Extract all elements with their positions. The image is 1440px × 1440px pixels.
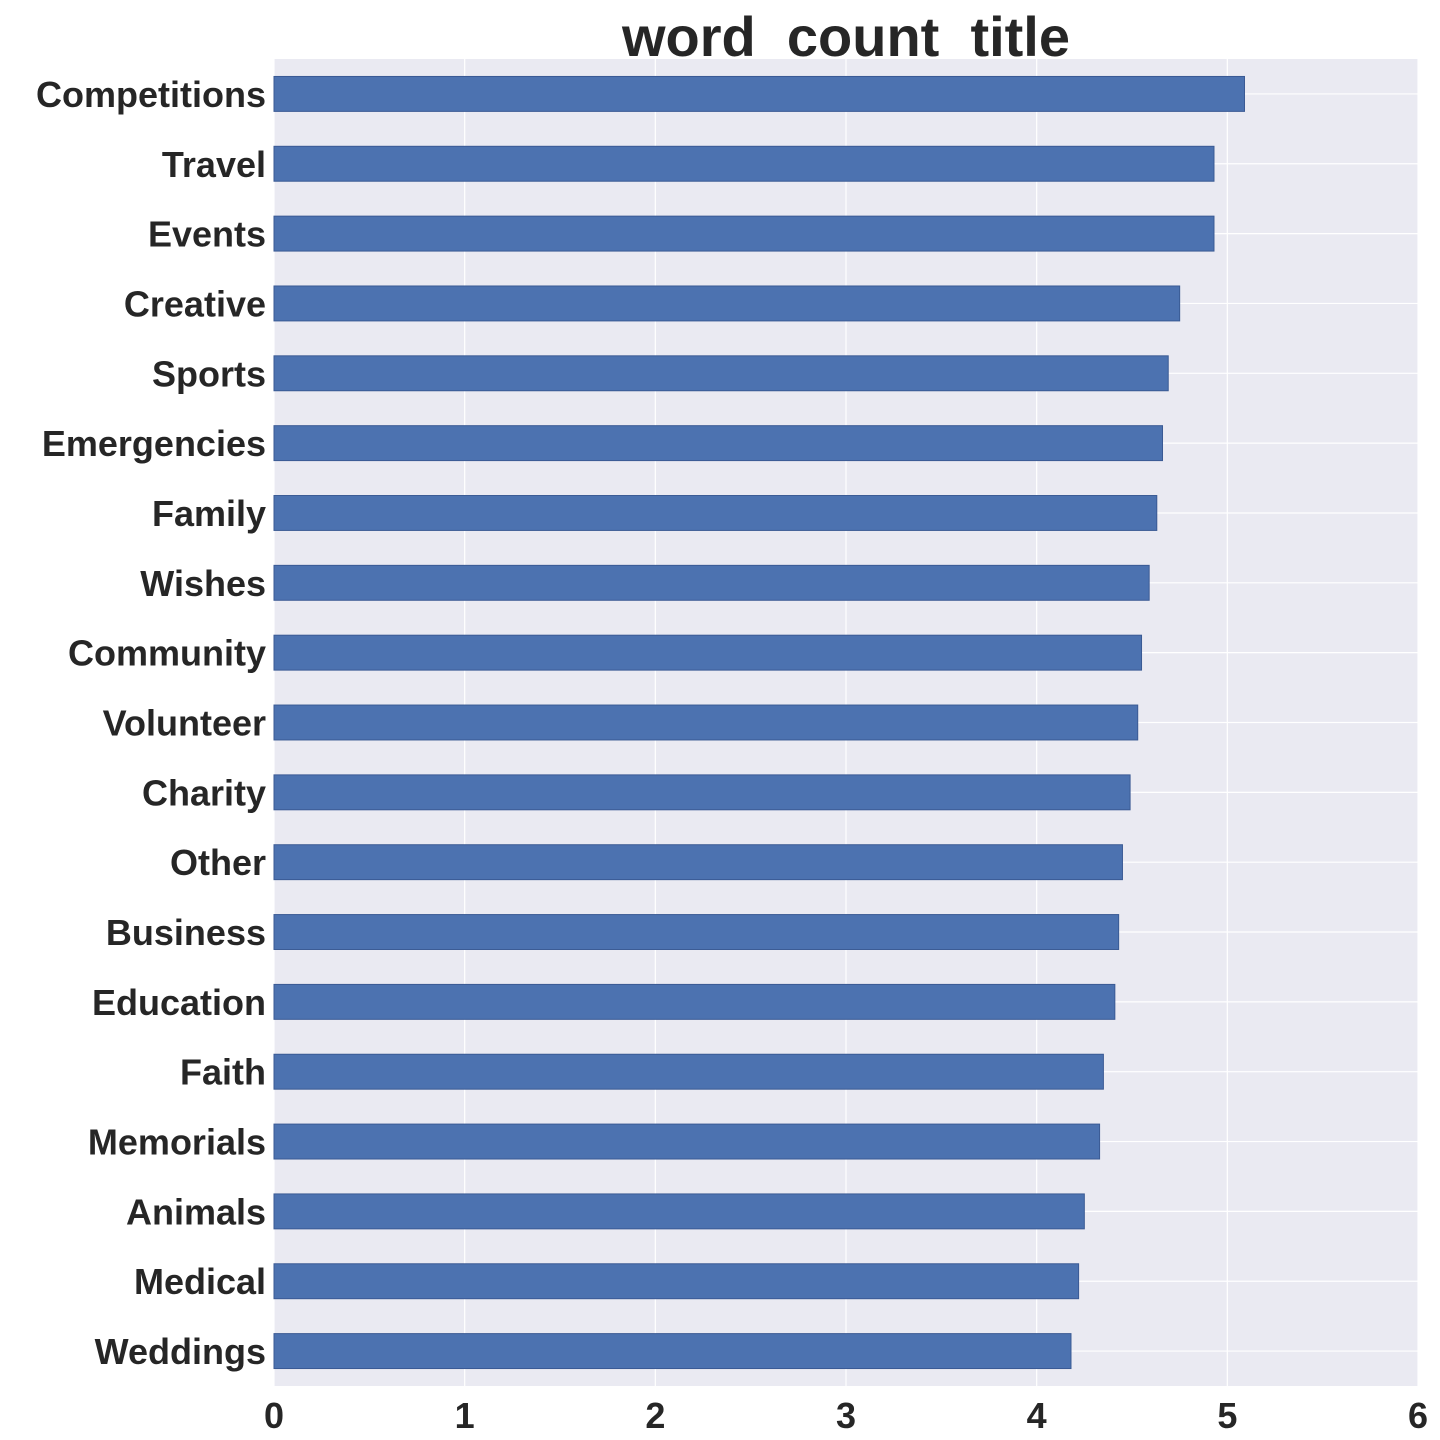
category-label-business: Business [106,912,266,953]
bar-events [273,215,1215,252]
category-label-charity: Charity [142,772,266,813]
bar-faith [273,1053,1104,1090]
category-label-emergencies: Emergencies [42,423,266,464]
x-tick-label: 0 [264,1395,284,1436]
category-label-medical: Medical [134,1261,266,1302]
category-label-memorials: Memorials [88,1122,266,1163]
bar-sports [273,355,1169,392]
bar-family [273,495,1158,531]
bar-charity [273,774,1131,811]
bar-volunteer [273,704,1139,741]
bar-wishes [273,564,1150,601]
bar-weddings [273,1333,1072,1370]
category-label-family: Family [152,493,266,534]
x-tick-label: 1 [455,1395,475,1436]
x-tick-label: 4 [1027,1395,1047,1436]
category-label-weddings: Weddings [95,1331,266,1372]
bar-business [273,914,1120,950]
bar-other [273,844,1123,881]
x-tick-label: 6 [1408,1395,1428,1436]
category-label-other: Other [170,842,266,883]
category-label-wishes: Wishes [140,563,266,604]
bar-medical [273,1263,1080,1300]
category-label-animals: Animals [126,1191,266,1232]
x-tick-label: 5 [1217,1395,1237,1436]
bar-education [273,983,1116,1020]
x-tick-labels: 0 1 2 3 4 5 6 [264,1395,1428,1436]
bar-travel [273,145,1215,182]
category-label-volunteer: Volunteer [103,703,266,744]
category-label-travel: Travel [162,144,266,185]
category-label-competitions: Competitions [36,74,266,115]
chart-title: word_count_title [621,5,1070,68]
category-labels: Competitions Travel Events Creative Sports Em… [36,74,266,1372]
bar-memorials [273,1123,1101,1160]
x-tick-label: 2 [645,1395,665,1436]
bar-animals [273,1193,1085,1230]
category-label-creative: Creative [124,283,266,324]
category-label-faith: Faith [180,1052,266,1093]
category-label-sports: Sports [152,353,266,394]
bar-community [273,634,1143,671]
bar-emergencies [273,425,1164,462]
bar-creative [273,285,1181,322]
bars [273,75,1245,1370]
bar-competitions [273,75,1245,112]
category-label-education: Education [92,982,266,1023]
category-label-community: Community [68,633,266,674]
category-label-events: Events [148,214,266,255]
x-tick-label: 3 [836,1395,856,1436]
